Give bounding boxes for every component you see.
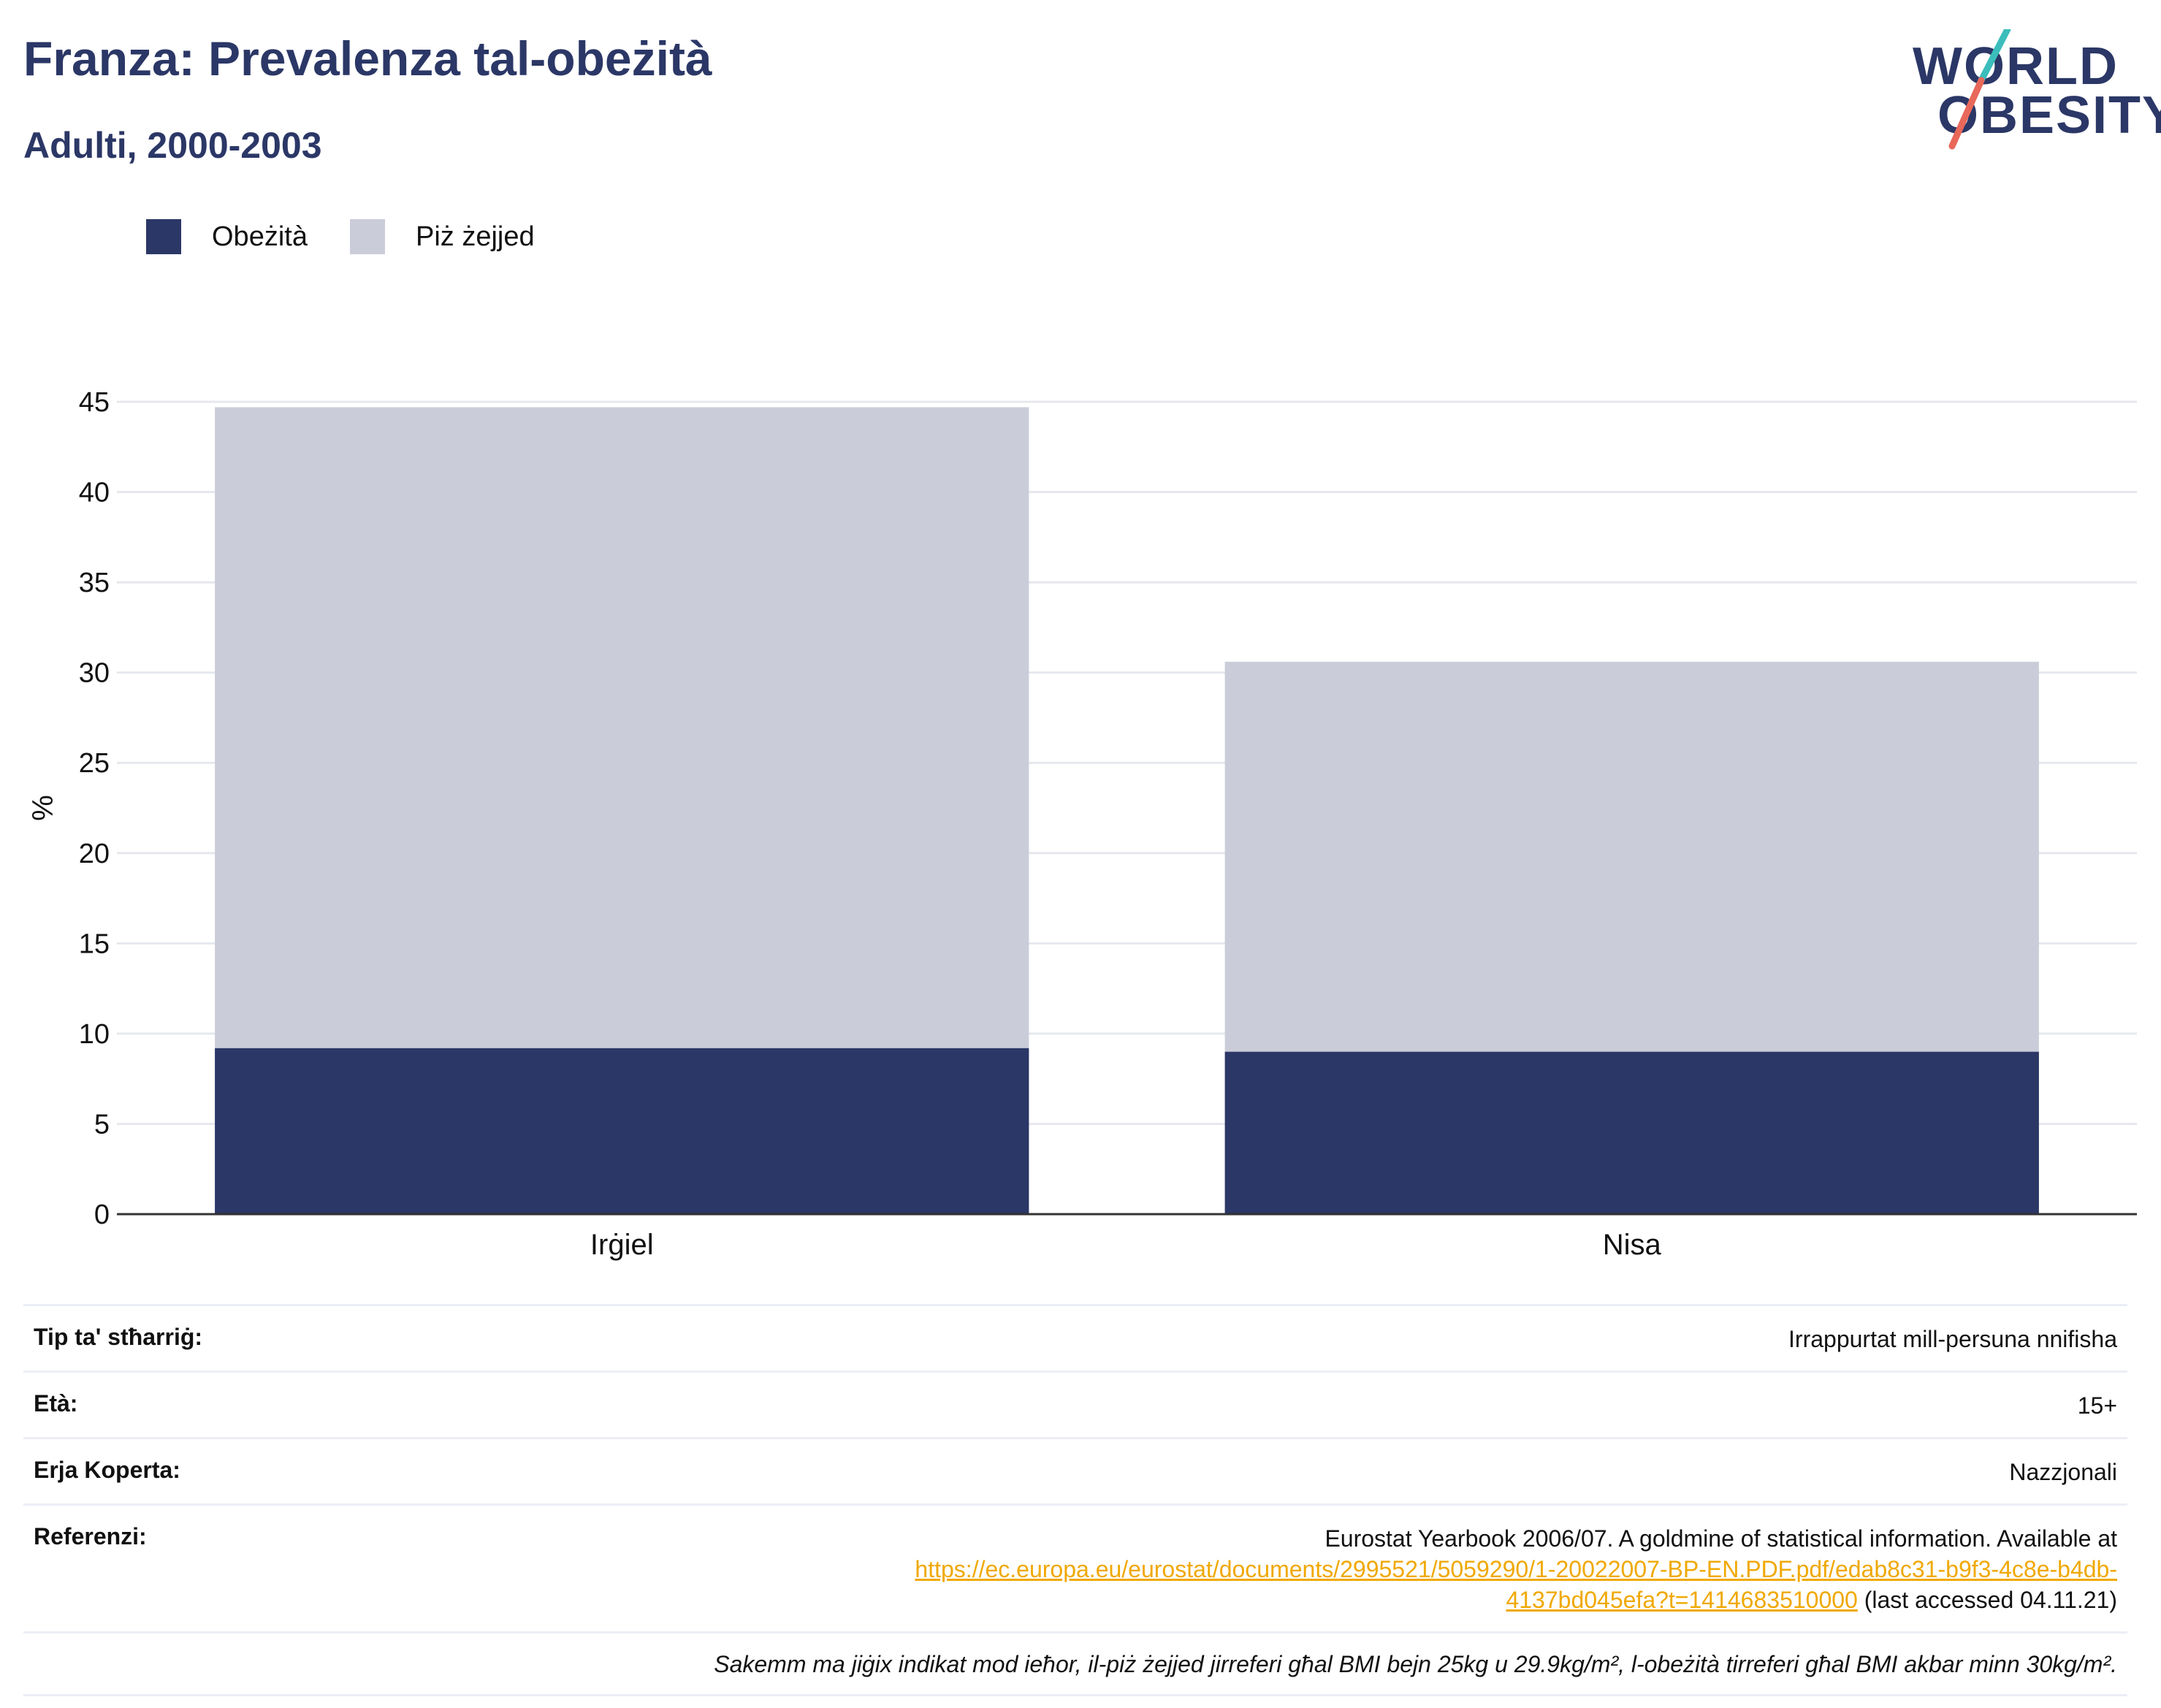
world-obesity-logo: WORLD OBESITY (1899, 29, 2161, 161)
y-tick-label: 10 (79, 1019, 110, 1050)
reference-link-part1[interactable]: https://ec.europa.eu/eurostat/documents/… (915, 1556, 2117, 1582)
bar-obesity (215, 1048, 1029, 1214)
chart-subtitle: Adulti, 2000-2003 (23, 125, 322, 166)
y-tick-label: 25 (79, 748, 110, 779)
survey-label: Tip ta' stħarriġ: (34, 1324, 203, 1350)
bar-chart: 0 5 10 15 20 25 30 35 40 45 Irġiel Nisa% (27, 387, 2137, 1261)
age-label: Età: (34, 1390, 78, 1417)
y-axis-title: % (27, 795, 59, 821)
info-row-note: Sakemm ma jiġix indikat mod ieħor, il-pi… (23, 1631, 2127, 1696)
legend-item-obesity[interactable]: Obeżità (146, 219, 308, 254)
y-tick-label: 35 (79, 568, 110, 598)
reference-accessed: (last accessed 04.11.21) (1857, 1587, 2117, 1613)
reference-link-part2[interactable]: 4137bd045efa?t=1414683510000 (1506, 1587, 1858, 1613)
x-tick-label: Irġiel (590, 1229, 654, 1261)
legend-item-overweight[interactable]: Piż żejjed (349, 219, 535, 254)
y-tick-label: 20 (79, 839, 110, 869)
reference-value: Eurostat Yearbook 2006/07. A goldmine of… (915, 1523, 2117, 1615)
bar-overweight (215, 407, 1029, 1048)
legend-swatch-obesity (146, 219, 181, 254)
y-tick-label: 15 (79, 929, 110, 959)
definition-note: Sakemm ma jiġix indikat mod ieħor, il-pi… (714, 1651, 2117, 1677)
info-row-coverage: Erja Koperta: Nazzjonali (23, 1437, 2127, 1503)
coverage-label: Erja Koperta: (34, 1457, 180, 1483)
bar-overweight (1224, 661, 2039, 1052)
y-tick-label: 45 (79, 387, 110, 418)
y-tick-label: 5 (94, 1109, 110, 1140)
y-tick-label: 40 (79, 478, 110, 508)
reference-label: Referenzi: (34, 1523, 147, 1549)
survey-value: Irrappurtat mill-persuna nnifisha (1788, 1326, 2117, 1352)
age-value: 15+ (2077, 1392, 2117, 1419)
legend: Obeżità Piż żejjed (146, 219, 577, 254)
info-row-reference: Referenzi: Eurostat Yearbook 2006/07. A … (23, 1503, 2127, 1631)
info-table: Tip ta' stħarriġ: Irrappurtat mill-persu… (23, 1304, 2127, 1696)
bar-obesity (1224, 1051, 2039, 1214)
reference-text: Eurostat Yearbook 2006/07. A goldmine of… (1325, 1525, 2117, 1552)
info-row-age: Età: 15+ (23, 1370, 2127, 1437)
x-tick-label: Nisa (1603, 1229, 1662, 1261)
legend-label-obesity: Obeżità (212, 221, 308, 252)
info-row-survey: Tip ta' stħarriġ: Irrappurtat mill-persu… (23, 1304, 2127, 1370)
legend-label-overweight: Piż żejjed (415, 221, 535, 252)
legend-swatch-overweight (349, 219, 385, 254)
y-tick-label: 0 (94, 1200, 110, 1230)
coverage-value: Nazzjonali (2009, 1459, 2117, 1485)
chart-title: Franza: Prevalenza tal-obeżità (23, 31, 712, 85)
y-tick-label: 30 (79, 658, 110, 689)
logo-slash-icon (1948, 29, 2011, 150)
logo-word-top: WORLD (1913, 37, 2119, 96)
